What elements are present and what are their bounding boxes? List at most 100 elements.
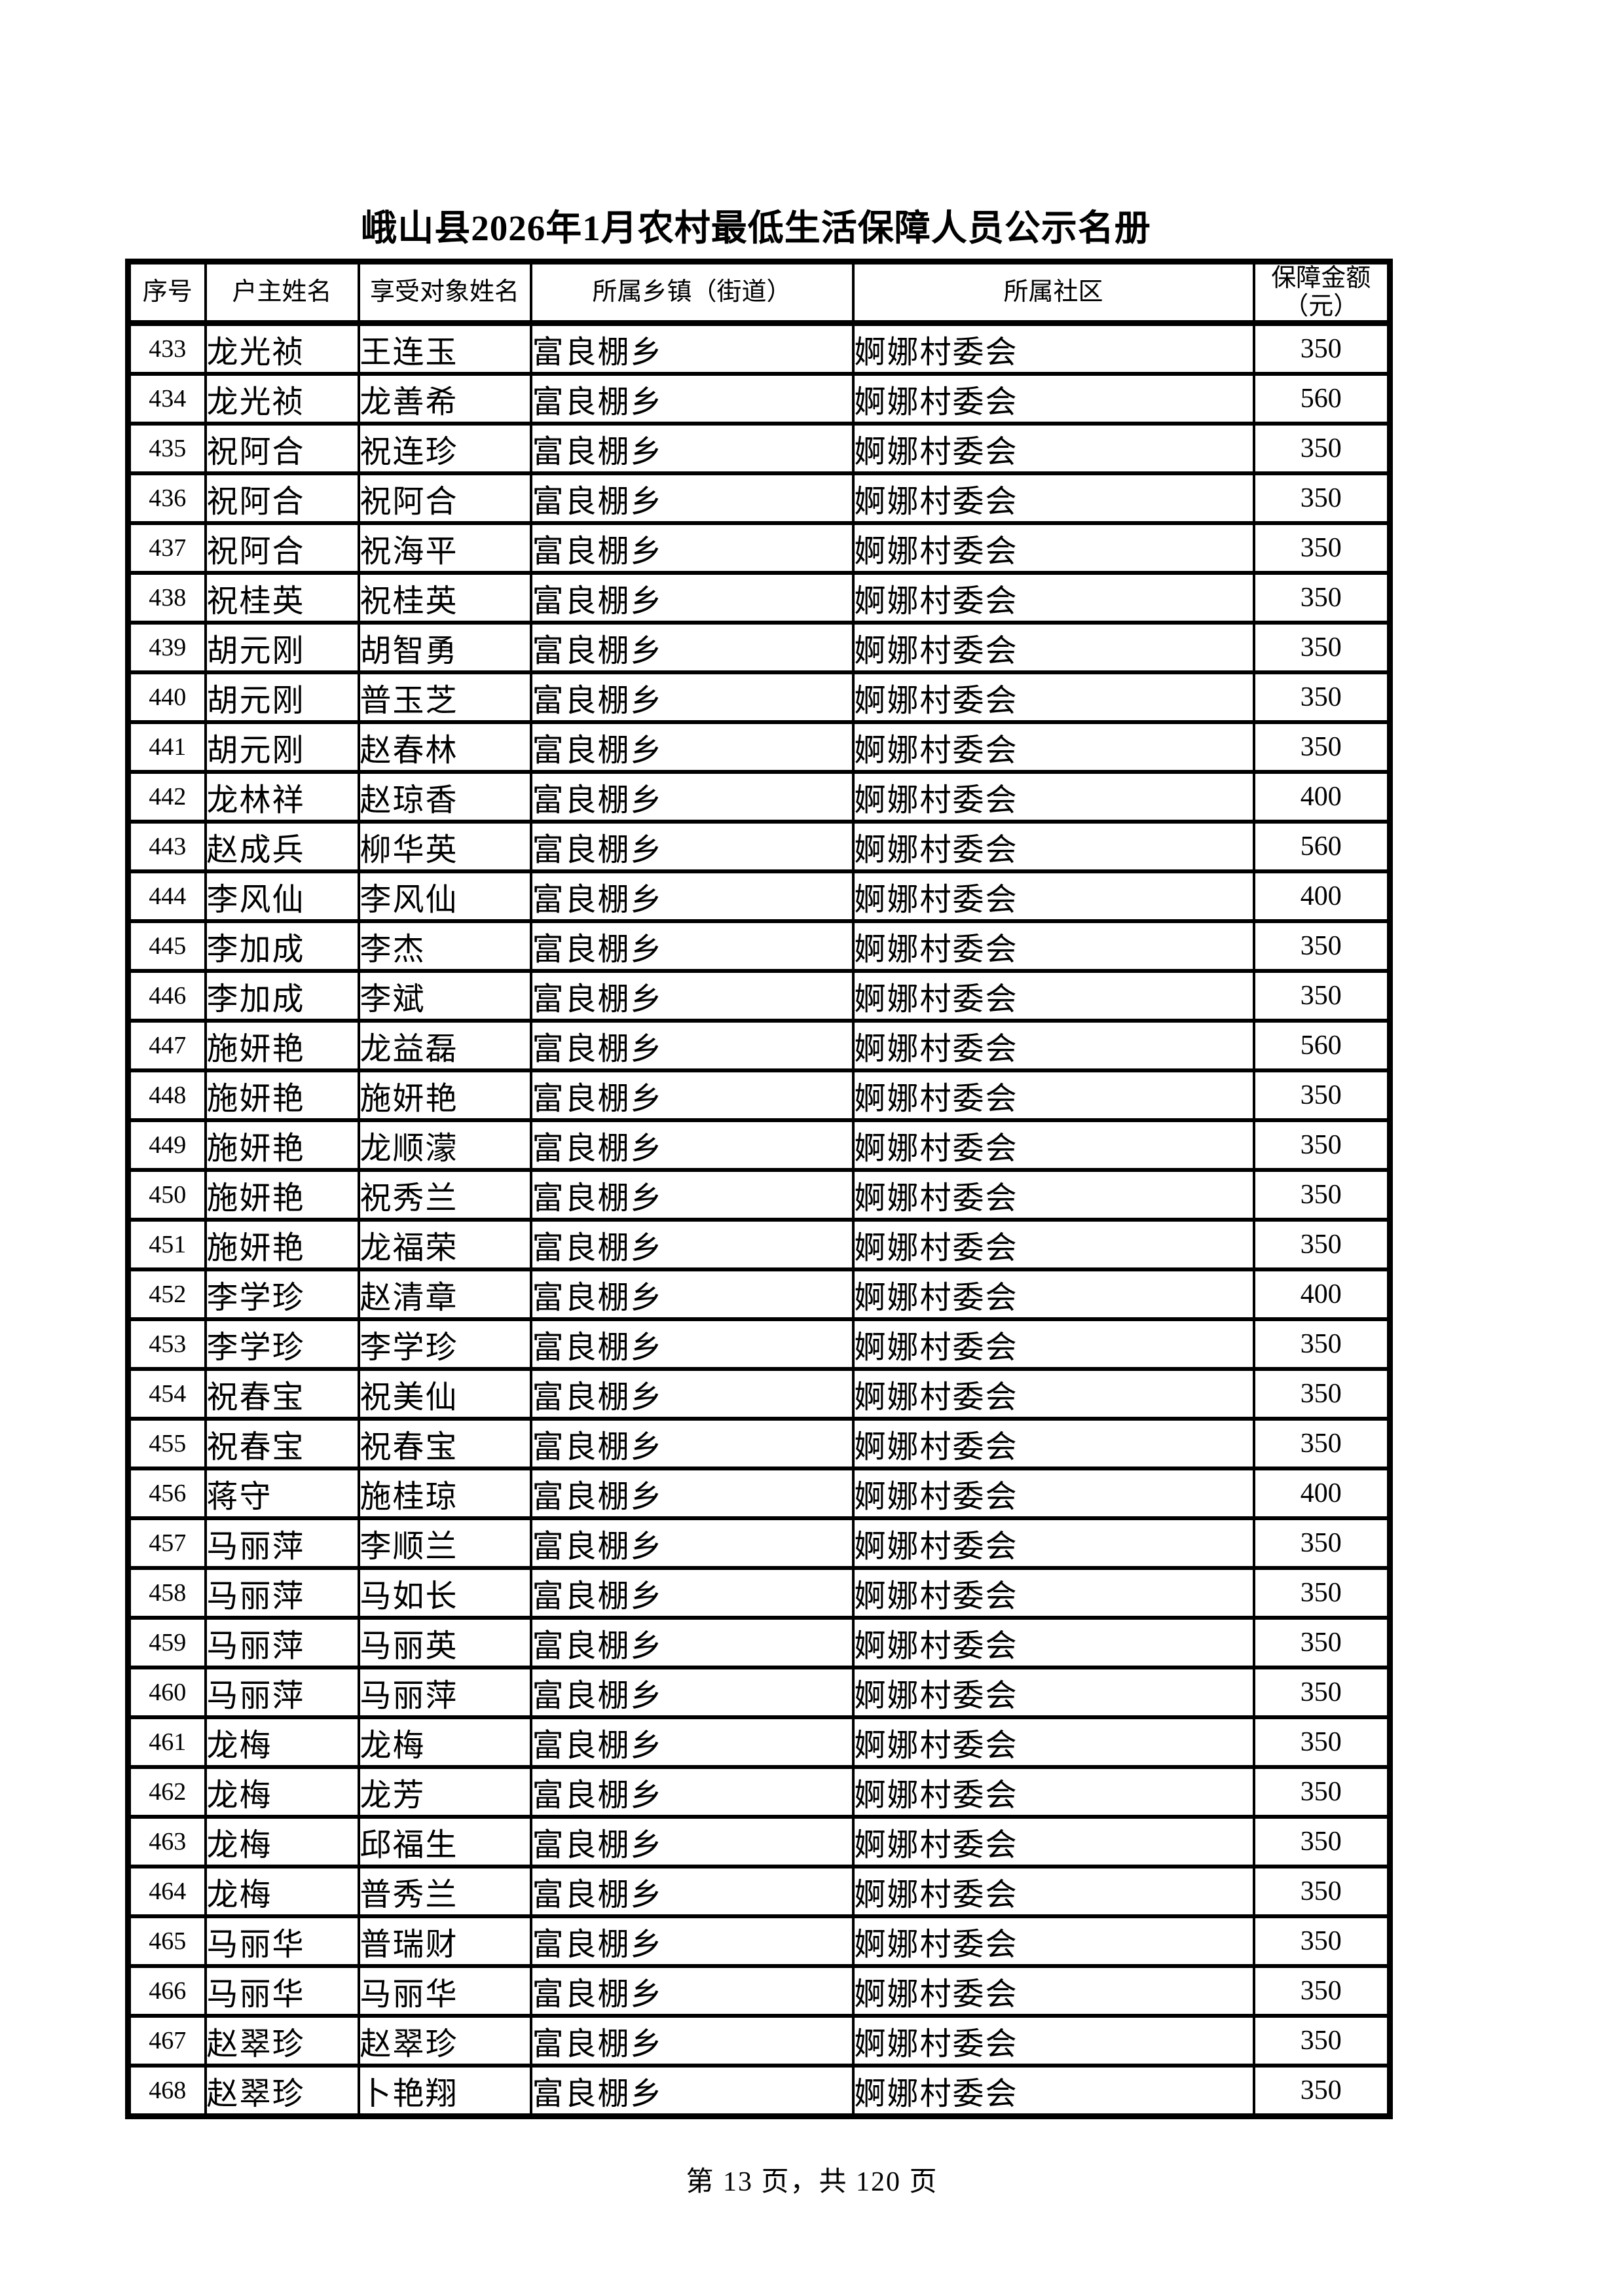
cell-amount: 350: [1252, 1566, 1392, 1620]
table-row: 442 龙林祥 赵琼香 富良棚乡 婀娜村委会 400: [126, 770, 1392, 824]
cell-township: 富良棚乡: [529, 321, 855, 376]
cell-beneficiary-name: 李风仙: [357, 869, 532, 924]
cell-beneficiary-name: 马丽萍: [357, 1666, 532, 1720]
cell-household-name: 蒋守: [204, 1467, 360, 1521]
cell-community: 婀娜村委会: [851, 1267, 1255, 1322]
cell-serial: 443: [126, 820, 207, 874]
cell-serial: 438: [126, 571, 207, 625]
cell-amount: 350: [1252, 1317, 1392, 1372]
cell-beneficiary-name: 祝秀兰: [357, 1168, 532, 1222]
cell-community: 婀娜村委会: [851, 1666, 1255, 1720]
header-amount: 保障金额 （元）: [1252, 260, 1392, 327]
cell-amount: 350: [1252, 1417, 1392, 1471]
cell-amount: 350: [1252, 521, 1392, 575]
cell-serial: 455: [126, 1417, 207, 1471]
cell-community: 婀娜村委会: [851, 820, 1255, 874]
cell-household-name: 祝桂英: [204, 571, 360, 625]
cell-township: 富良棚乡: [529, 1865, 855, 1919]
cell-household-name: 马丽萍: [204, 1516, 360, 1571]
cell-serial: 434: [126, 372, 207, 426]
cell-serial: 442: [126, 770, 207, 824]
cell-serial: 437: [126, 521, 207, 575]
table-row: 460 马丽萍 马丽萍 富良棚乡 婀娜村委会 350: [126, 1666, 1392, 1720]
cell-amount: 350: [1252, 1118, 1392, 1173]
cell-township: 富良棚乡: [529, 1068, 855, 1123]
cell-beneficiary-name: 赵翠珍: [357, 2014, 532, 2068]
cell-beneficiary-name: 祝连珍: [357, 422, 532, 476]
cell-township: 富良棚乡: [529, 1914, 855, 1969]
cell-serial: 440: [126, 670, 207, 725]
table-row: 457 马丽萍 李顺兰 富良棚乡 婀娜村委会 350: [126, 1516, 1392, 1571]
cell-community: 婀娜村委会: [851, 1815, 1255, 1869]
table-row: 446 李加成 李斌 富良棚乡 婀娜村委会 350: [126, 969, 1392, 1023]
cell-household-name: 龙光祯: [204, 372, 360, 426]
cell-amount: 560: [1252, 820, 1392, 874]
cell-household-name: 龙梅: [204, 1715, 360, 1770]
table-row: 434 龙光祯 龙善希 富良棚乡 婀娜村委会 560: [126, 372, 1392, 426]
cell-community: 婀娜村委会: [851, 321, 1255, 376]
cell-community: 婀娜村委会: [851, 1964, 1255, 2018]
cell-household-name: 祝春宝: [204, 1417, 360, 1471]
cell-township: 富良棚乡: [529, 1666, 855, 1720]
table-row: 438 祝桂英 祝桂英 富良棚乡 婀娜村委会 350: [126, 571, 1392, 625]
cell-serial: 458: [126, 1566, 207, 1620]
cell-amount: 350: [1252, 2014, 1392, 2068]
cell-township: 富良棚乡: [529, 521, 855, 575]
table-body: 433 龙光祯 王连玉 富良棚乡 婀娜村委会 350 434 龙光祯 龙善希 富良棚乡 婀娜村委会 5…: [126, 321, 1392, 2119]
table-row: 435 祝阿合 祝连珍 富良棚乡 婀娜村委会 350: [126, 422, 1392, 476]
cell-township: 富良棚乡: [529, 670, 855, 725]
cell-amount: 350: [1252, 1765, 1392, 1819]
cell-serial: 464: [126, 1865, 207, 1919]
cell-household-name: 龙梅: [204, 1765, 360, 1819]
cell-household-name: 龙林祥: [204, 770, 360, 824]
cell-amount: 350: [1252, 1218, 1392, 1272]
cell-township: 富良棚乡: [529, 1218, 855, 1272]
cell-community: 婀娜村委会: [851, 2014, 1255, 2068]
cell-township: 富良棚乡: [529, 1566, 855, 1620]
table-row: 459 马丽萍 马丽英 富良棚乡 婀娜村委会 350: [126, 1616, 1392, 1670]
cell-serial: 465: [126, 1914, 207, 1969]
cell-township: 富良棚乡: [529, 1168, 855, 1222]
header-beneficiary-name: 享受对象姓名: [357, 260, 532, 327]
cell-community: 婀娜村委会: [851, 1467, 1255, 1521]
cell-township: 富良棚乡: [529, 1267, 855, 1322]
cell-serial: 467: [126, 2014, 207, 2068]
cell-amount: 350: [1252, 919, 1392, 974]
cell-amount: 350: [1252, 969, 1392, 1023]
cell-serial: 441: [126, 720, 207, 774]
cell-serial: 461: [126, 1715, 207, 1770]
header-community: 所属社区: [851, 260, 1255, 327]
cell-serial: 433: [126, 321, 207, 376]
cell-household-name: 祝阿合: [204, 471, 360, 526]
cell-beneficiary-name: 祝桂英: [357, 571, 532, 625]
cell-beneficiary-name: 祝美仙: [357, 1367, 532, 1421]
cell-amount: 350: [1252, 1616, 1392, 1670]
cell-household-name: 龙光祯: [204, 321, 360, 376]
cell-amount: 350: [1252, 471, 1392, 526]
cell-township: 富良棚乡: [529, 1417, 855, 1471]
cell-community: 婀娜村委会: [851, 969, 1255, 1023]
cell-household-name: 施妍艳: [204, 1068, 360, 1123]
cell-community: 婀娜村委会: [851, 1715, 1255, 1770]
cell-township: 富良棚乡: [529, 919, 855, 974]
cell-household-name: 龙梅: [204, 1865, 360, 1919]
cell-township: 富良棚乡: [529, 571, 855, 625]
table-header-row: 序号 户主姓名 享受对象姓名 所属乡镇（街道） 所属社区 保障金额 （元）: [126, 260, 1392, 327]
cell-beneficiary-name: 卜艳翔: [357, 2064, 532, 2119]
table-row: 445 李加成 李杰 富良棚乡 婀娜村委会 350: [126, 919, 1392, 974]
table-row: 440 胡元刚 普玉芝 富良棚乡 婀娜村委会 350: [126, 670, 1392, 725]
cell-community: 婀娜村委会: [851, 1118, 1255, 1173]
cell-serial: 444: [126, 869, 207, 924]
table-row: 444 李风仙 李风仙 富良棚乡 婀娜村委会 400: [126, 869, 1392, 924]
cell-serial: 450: [126, 1168, 207, 1222]
cell-township: 富良棚乡: [529, 1367, 855, 1421]
cell-beneficiary-name: 龙梅: [357, 1715, 532, 1770]
cell-serial: 457: [126, 1516, 207, 1571]
page-number-footer: 第 13 页，共 120 页: [686, 2167, 938, 2197]
cell-serial: 452: [126, 1267, 207, 1322]
cell-beneficiary-name: 祝阿合: [357, 471, 532, 526]
cell-household-name: 马丽萍: [204, 1566, 360, 1620]
cell-community: 婀娜村委会: [851, 770, 1255, 824]
cell-household-name: 施妍艳: [204, 1168, 360, 1222]
